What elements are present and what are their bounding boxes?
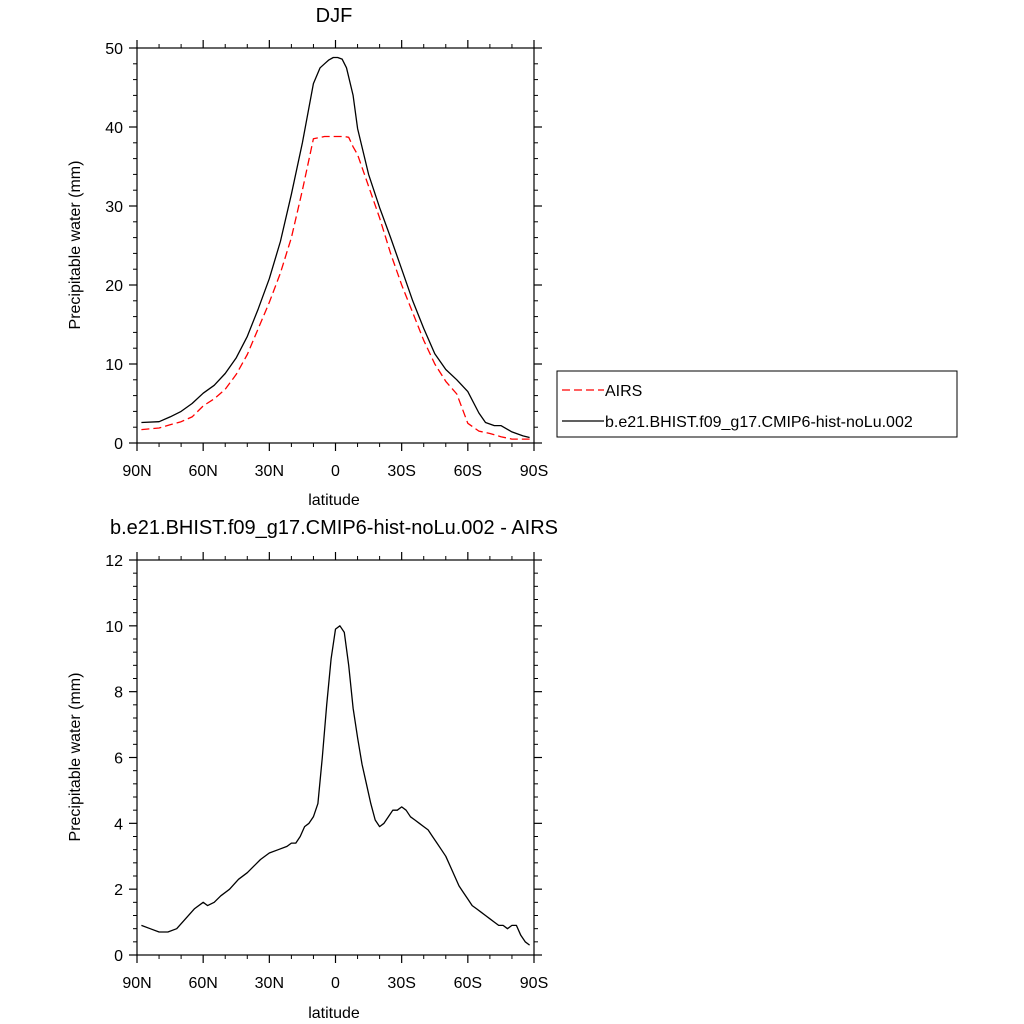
plot-frame bbox=[136, 47, 535, 444]
y-tick-label: 10 bbox=[105, 357, 123, 374]
legend-label-airs: AIRS bbox=[605, 383, 642, 400]
x-tick-label: 90S bbox=[520, 463, 548, 480]
y-tick-label: 0 bbox=[114, 436, 123, 453]
x-tick-label: 60S bbox=[454, 463, 482, 480]
series-line-0 bbox=[141, 135, 530, 440]
legend-box bbox=[556, 370, 958, 438]
y-axis-label: Precipitable water (mm) bbox=[67, 161, 84, 330]
legend: AIRS b.e21.BHIST.f09_g17.CMIP6-hist-noLu… bbox=[556, 370, 958, 438]
y-tick-label: 30 bbox=[105, 199, 123, 216]
plot-frame bbox=[136, 559, 535, 956]
y-tick-label: 40 bbox=[105, 120, 123, 137]
chart-title: b.e21.BHIST.f09_g17.CMIP6-hist-noLu.002 … bbox=[110, 517, 558, 539]
x-tick-label: 30N bbox=[255, 975, 284, 992]
x-tick-label: 60S bbox=[454, 975, 482, 992]
plot-area: 90N 60N 30N 0 30S 60S 90S 0 10 20 30 40 50 bbox=[105, 40, 548, 480]
x-axis-label: latitude bbox=[308, 1005, 360, 1022]
y-tick-label: 2 bbox=[114, 882, 123, 899]
series-line-1 bbox=[141, 56, 530, 439]
x-tick-label: 60N bbox=[188, 975, 217, 992]
djf-panel: DJF 90N 60N 30N 0 30S 60S 90S 0 10 20 30 40 50 latit… bbox=[67, 5, 958, 509]
y-tick-label: 10 bbox=[105, 619, 123, 636]
x-tick-label: 90N bbox=[122, 975, 151, 992]
chart-title: DJF bbox=[316, 5, 353, 27]
y-tick-label: 4 bbox=[114, 816, 123, 833]
x-tick-label: 90S bbox=[520, 975, 548, 992]
y-tick-label: 8 bbox=[114, 685, 123, 702]
x-tick-label: 0 bbox=[331, 975, 340, 992]
y-tick-label: 0 bbox=[114, 948, 123, 965]
x-tick-label: 30S bbox=[387, 975, 415, 992]
series-line-0 bbox=[141, 625, 530, 946]
x-tick-label: 60N bbox=[188, 463, 217, 480]
x-tick-label: 30S bbox=[387, 463, 415, 480]
y-tick-label: 50 bbox=[105, 41, 123, 58]
y-tick-label: 20 bbox=[105, 278, 123, 295]
x-tick-label: 30N bbox=[255, 463, 284, 480]
y-axis-label: Precipitable water (mm) bbox=[67, 673, 84, 842]
difference-panel: b.e21.BHIST.f09_g17.CMIP6-hist-noLu.002 … bbox=[67, 517, 558, 1022]
x-tick-label: 90N bbox=[122, 463, 151, 480]
y-tick-label: 12 bbox=[105, 553, 123, 570]
x-axis-label: latitude bbox=[308, 492, 360, 509]
legend-label-model: b.e21.BHIST.f09_g17.CMIP6-hist-noLu.002 bbox=[605, 414, 913, 431]
plot-area: 90N 60N 30N 0 30S 60S 90S 0 2 4 6 8 10 12 bbox=[105, 552, 548, 992]
x-tick-label: 0 bbox=[331, 463, 340, 480]
y-tick-label: 6 bbox=[114, 751, 123, 768]
